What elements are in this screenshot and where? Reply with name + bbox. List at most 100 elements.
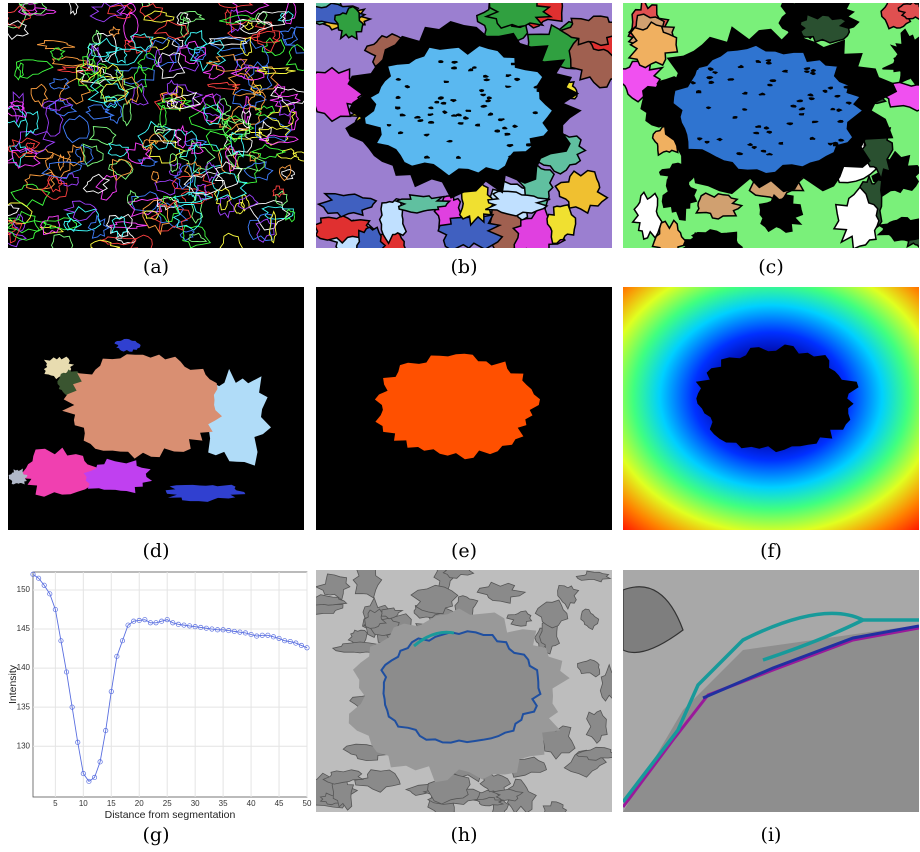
speck [827,142,833,146]
region [897,3,919,21]
speck [732,116,738,119]
speck [427,120,435,124]
contour [183,171,224,196]
contour [229,8,242,34]
contour [131,191,163,213]
speck [706,76,714,80]
panel-image [623,287,919,530]
contour [12,214,26,232]
speck [696,90,702,94]
membrane [354,769,401,793]
contour [268,210,277,244]
contour [8,137,41,159]
membrane [410,584,459,615]
speck [479,89,485,93]
speck [463,116,470,120]
contour [219,14,257,24]
speck [769,79,777,83]
speck [692,67,700,71]
region [83,458,153,494]
plot-area [32,571,308,798]
contour [272,185,286,198]
contour [163,84,204,108]
speck [845,101,852,105]
speck [414,115,421,119]
contour [17,3,38,16]
speck [790,104,797,108]
marker [36,575,42,581]
contour [217,195,235,219]
contour-blue [702,624,919,700]
contour [82,143,104,167]
speck [834,94,841,98]
speck [505,74,512,78]
marker [91,774,98,781]
panel-label: (e) [451,540,477,562]
speck [804,70,810,73]
contour [244,64,279,95]
region [651,219,687,248]
marker [254,633,260,639]
contour [282,26,304,54]
contour [129,33,154,52]
panel-label: (g) [143,824,170,846]
contour [108,158,134,180]
speck [456,155,461,159]
marker [147,620,153,626]
contour [10,183,51,208]
speck [758,92,766,96]
contour [237,194,259,210]
marker [175,621,181,627]
contour [284,208,296,223]
speck [766,130,773,134]
speck [510,62,518,66]
speck [763,126,770,130]
x-tick-label: 40 [247,799,256,808]
region [546,204,577,245]
speck [810,68,816,72]
contour [63,218,83,233]
membrane [442,570,475,579]
marker [58,638,64,644]
contour [190,93,224,123]
marker [136,617,142,623]
contour [108,25,121,38]
marker [298,642,304,648]
contour [232,88,267,109]
marker [270,634,276,640]
x-tick-label: 20 [135,799,144,808]
contour [213,187,232,211]
membrane [585,709,608,744]
speck [754,125,762,128]
membrane [557,584,580,610]
contour [279,26,299,46]
speck [397,131,404,135]
contour [37,40,76,50]
speck [471,66,477,69]
contour [205,130,232,152]
speck [474,123,481,127]
contour [87,37,118,58]
speck [442,110,448,115]
contour [173,164,194,190]
speck [838,138,845,142]
x-tick-label: 30 [191,799,200,808]
speck [532,111,538,115]
contour [45,152,71,179]
marker [170,620,176,626]
contour [171,38,184,48]
contour [277,10,294,22]
contour [154,179,179,196]
nucleus [62,354,222,459]
panel-label: (a) [143,256,169,278]
contour [107,4,133,20]
region [484,190,551,217]
speck [386,124,392,127]
panel-image [316,570,612,812]
contour [104,99,123,125]
speck [809,136,816,140]
contour [131,83,149,106]
speck [443,80,450,83]
speck [465,109,472,112]
region [627,21,679,69]
